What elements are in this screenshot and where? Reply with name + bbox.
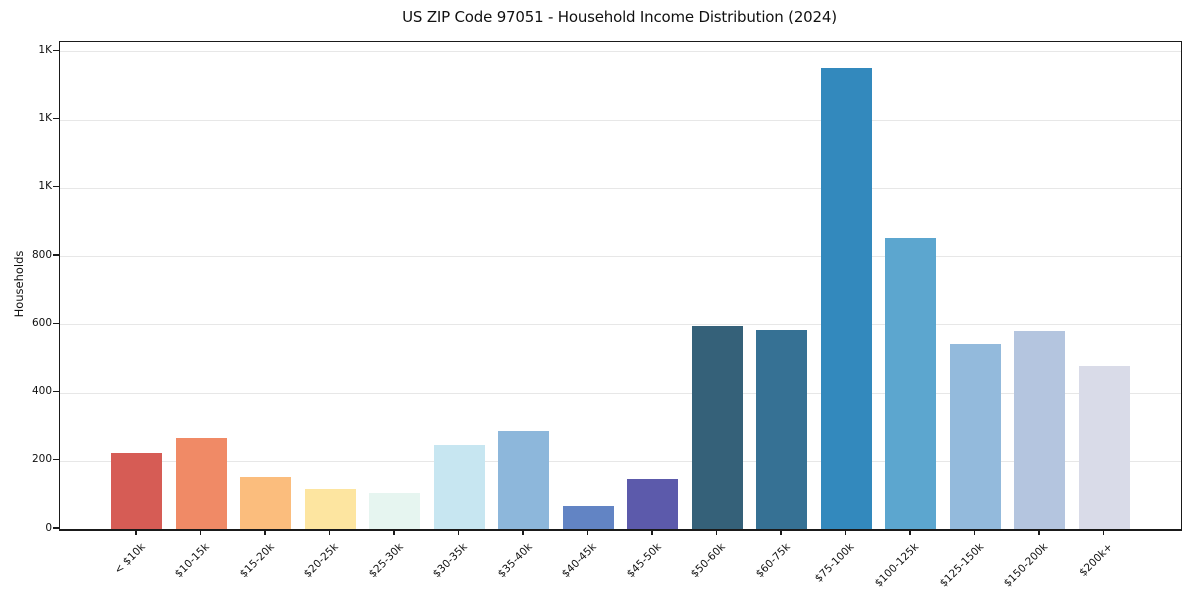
bar	[885, 238, 937, 529]
bar	[756, 330, 808, 529]
x-tick-label: $20-25k	[301, 541, 341, 581]
x-tick	[651, 530, 653, 535]
x-tick	[1102, 530, 1104, 535]
x-tick-label: $40-45k	[559, 541, 599, 581]
x-tick	[393, 530, 395, 535]
x-tick-label: $125-150k	[937, 541, 986, 590]
y-tick	[53, 49, 59, 51]
y-tick-label: 0	[45, 521, 52, 534]
y-tick-label: 600	[31, 316, 52, 329]
bar	[240, 476, 292, 529]
x-tick	[264, 530, 266, 535]
x-tick	[328, 530, 331, 535]
bar	[304, 488, 356, 529]
y-tick	[53, 390, 59, 393]
x-tick	[457, 530, 460, 535]
gridline	[60, 392, 1181, 394]
y-tick	[53, 459, 59, 461]
x-tick-label: $10-15k	[172, 541, 212, 581]
x-tick	[522, 530, 524, 535]
y-tick	[53, 117, 59, 120]
x-tick-label: $200k+	[1076, 541, 1115, 579]
y-tick	[53, 527, 59, 529]
x-tick-label: $75-100k	[812, 541, 857, 585]
y-tick-label: 1K	[38, 180, 52, 193]
x-tick-label: $60-75k	[753, 541, 793, 581]
chart-title: US ZIP Code 97051 - Household Income Dis…	[402, 8, 837, 26]
gridline	[60, 119, 1181, 121]
y-tick	[53, 322, 59, 324]
bar	[498, 431, 550, 529]
bar	[1078, 366, 1130, 529]
gridline	[60, 51, 1181, 53]
gridline	[60, 256, 1181, 257]
x-tick	[135, 530, 137, 535]
x-tick-label: $15-20k	[237, 541, 277, 581]
bar	[627, 479, 679, 529]
x-tick	[199, 530, 202, 535]
bar	[562, 505, 614, 529]
y-tick	[53, 254, 59, 256]
x-tick-label: $50-60k	[688, 541, 728, 581]
y-tick-label: 1K	[38, 112, 52, 124]
x-tick-label: $45-50k	[624, 541, 664, 581]
y-tick-label: 400	[31, 385, 52, 397]
y-tick-label: 1K	[38, 43, 52, 56]
bar	[369, 492, 421, 529]
bar	[820, 68, 872, 529]
bar	[1014, 331, 1066, 529]
bar	[949, 344, 1001, 529]
x-tick	[1038, 530, 1040, 535]
bar	[691, 325, 743, 529]
y-tick-label: 800	[31, 248, 52, 261]
plot-area	[59, 41, 1182, 531]
gridline	[60, 324, 1181, 326]
y-tick	[53, 186, 59, 188]
x-tick	[715, 530, 717, 535]
bar	[111, 453, 163, 529]
y-tick-label: 200	[31, 453, 52, 466]
bar	[433, 444, 485, 529]
gridline	[60, 460, 1181, 462]
x-tick-label: $30-35k	[430, 541, 470, 581]
gridline	[60, 187, 1181, 189]
x-tick	[780, 530, 782, 535]
x-tick-label: $150-200k	[1001, 541, 1051, 590]
x-tick	[844, 530, 846, 535]
bar	[175, 438, 227, 529]
x-tick	[909, 530, 911, 535]
x-tick-label: $25-30k	[366, 541, 406, 581]
x-tick-label: < $10k	[111, 541, 148, 577]
x-tick-label: $35-40k	[495, 541, 535, 581]
x-tick-label: $100-125k	[872, 541, 922, 590]
x-tick	[973, 530, 975, 535]
x-tick	[586, 530, 588, 535]
